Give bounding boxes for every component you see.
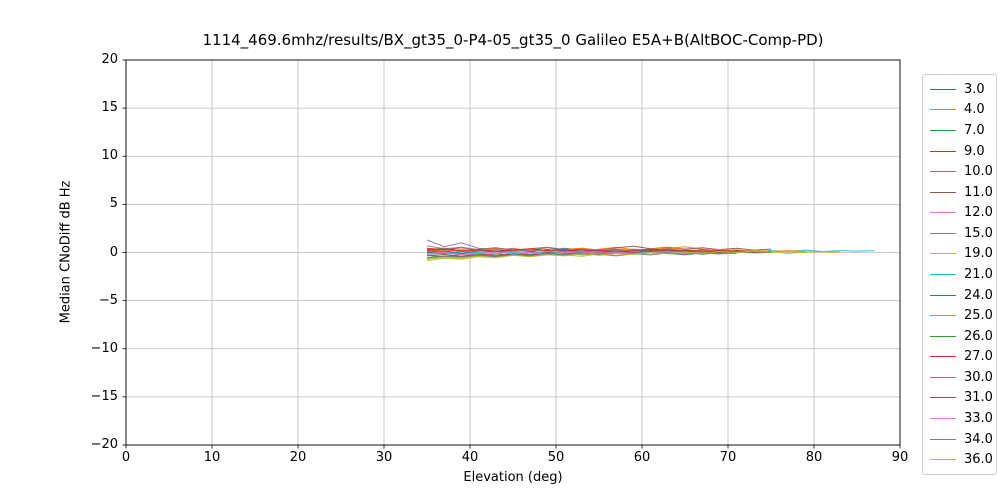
legend-entry: 4.0: [930, 100, 996, 120]
legend-entry: 19.0: [930, 244, 996, 264]
legend-entry: 25.0: [930, 306, 996, 326]
legend-line-swatch: [930, 376, 956, 378]
legend-label: 26.0: [964, 328, 993, 344]
legend-line-swatch: [930, 150, 956, 152]
x-tick-label: 50: [547, 450, 565, 465]
legend-label: 21.0: [964, 266, 993, 282]
legend-line-swatch: [930, 109, 956, 111]
legend-label: 3.0: [964, 81, 985, 97]
legend-label: 10.0: [964, 164, 993, 180]
legend-label: 31.0: [964, 390, 993, 406]
legend-entry: 30.0: [930, 367, 996, 387]
y-tick-label: −15: [90, 388, 118, 404]
x-tick-label: 0: [121, 450, 131, 465]
series-line-34.0: [426, 251, 772, 259]
y-tick-label: −20: [90, 437, 118, 452]
y-tick-label: 5: [109, 196, 118, 212]
legend-entry: 27.0: [930, 347, 996, 367]
legend-line-swatch: [930, 418, 956, 420]
y-tick-label: 20: [101, 52, 118, 67]
legend-line-swatch: [930, 335, 956, 337]
legend-entry: 24.0: [930, 285, 996, 305]
legend-label: 27.0: [964, 349, 993, 365]
y-tick-label: −10: [90, 340, 118, 356]
legend-line-swatch: [930, 356, 956, 358]
x-tick-label: 80: [805, 450, 823, 465]
legend-entry: 15.0: [930, 223, 996, 243]
legend-line-swatch: [930, 171, 956, 173]
legend-line-swatch: [930, 315, 956, 317]
x-tick-label: 10: [203, 450, 221, 465]
series-line-36.0: [426, 250, 840, 262]
legend-entry: 7.0: [930, 120, 996, 140]
y-tick-label: 0: [109, 244, 118, 260]
y-tick-label: 10: [101, 148, 118, 164]
y-tick-label: 15: [101, 100, 118, 116]
x-axis-label: Elevation (deg): [463, 470, 563, 485]
legend-line-swatch: [930, 191, 956, 193]
legend-line-swatch: [930, 88, 956, 90]
legend-line-swatch: [930, 253, 956, 255]
legend-line-swatch: [930, 459, 956, 461]
legend-line-swatch: [930, 273, 956, 275]
legend-line-swatch: [930, 294, 956, 296]
legend-entry: 21.0: [930, 264, 996, 284]
legend-label: 9.0: [964, 143, 985, 159]
legend-entry: 33.0: [930, 409, 996, 429]
x-tick-label: 40: [461, 450, 479, 465]
legend-label: 24.0: [964, 287, 993, 303]
legend-label: 15.0: [964, 225, 993, 241]
legend: 3.0 4.0 7.0 9.0 10.0 11.0 12.0 15.0 19.0 21.0 24.0…: [922, 74, 997, 475]
legend-line-swatch: [930, 129, 956, 131]
legend-label: 36.0: [964, 452, 993, 468]
x-tick-label: 20: [289, 450, 307, 465]
y-tick-label: −5: [98, 292, 118, 308]
legend-entry: 9.0: [930, 141, 996, 161]
legend-label: 34.0: [964, 431, 993, 447]
legend-label: 7.0: [964, 122, 985, 138]
x-tick-label: 30: [375, 450, 393, 465]
legend-entry: 12.0: [930, 203, 996, 223]
series-line-33.0: [426, 251, 737, 256]
x-tick-label: 70: [719, 450, 737, 465]
legend-entry: 3.0: [930, 79, 996, 99]
x-tick-label: 90: [891, 450, 909, 465]
legend-entry: 26.0: [930, 326, 996, 346]
legend-label: 11.0: [964, 184, 993, 200]
legend-label: 19.0: [964, 246, 993, 262]
legend-line-swatch: [930, 438, 956, 440]
legend-label: 4.0: [964, 102, 985, 118]
legend-line-swatch: [930, 397, 956, 399]
legend-label: 12.0: [964, 205, 993, 221]
legend-label: 33.0: [964, 411, 993, 427]
legend-entry: 34.0: [930, 429, 996, 449]
x-tick-label: 60: [633, 450, 651, 465]
legend-entry: 11.0: [930, 182, 996, 202]
chart-title: 1114_469.6mhz/results/BX_gt35_0-P4-05_gt…: [202, 31, 824, 49]
legend-label: 30.0: [964, 369, 993, 385]
legend-label: 25.0: [964, 308, 993, 324]
legend-line-swatch: [930, 212, 956, 214]
legend-entry: 36.0: [930, 450, 996, 470]
legend-line-swatch: [930, 232, 956, 234]
legend-entry: 31.0: [930, 388, 996, 408]
legend-entry: 10.0: [930, 162, 996, 182]
